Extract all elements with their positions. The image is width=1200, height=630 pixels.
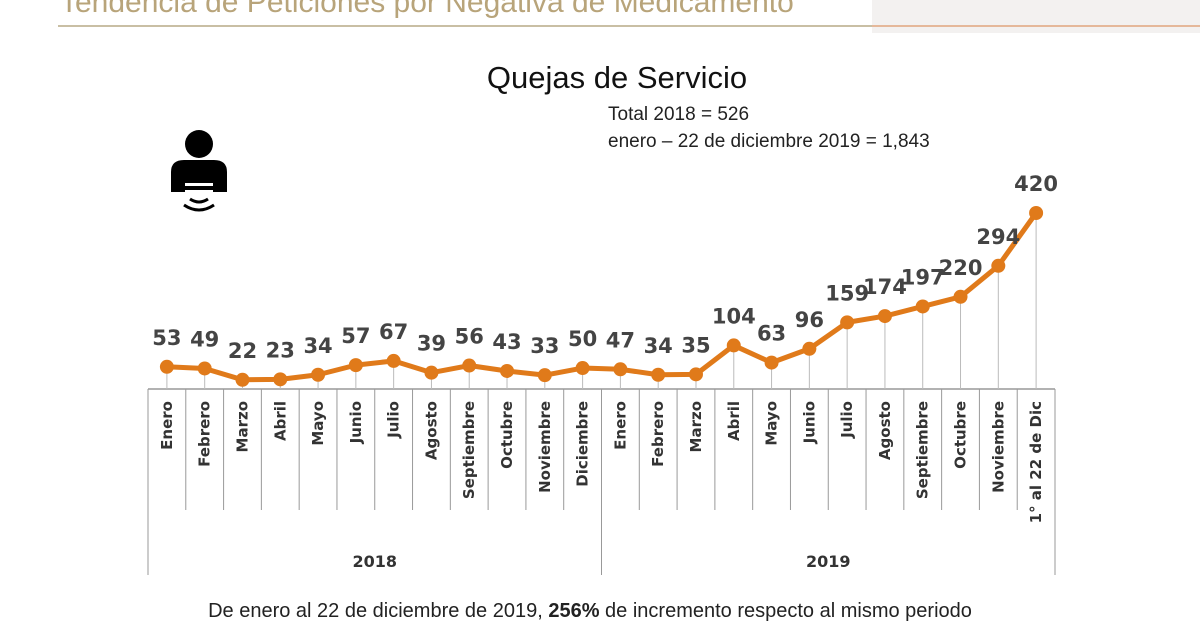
group-label: 2019 xyxy=(806,552,851,571)
data-point xyxy=(537,368,552,383)
data-point xyxy=(953,289,968,304)
total-2018-label: Total 2018 = xyxy=(608,104,718,125)
category-label: Febrero xyxy=(649,401,667,467)
total-2018: Total 2018 = 526 xyxy=(608,104,749,126)
data-label: 34 xyxy=(303,334,332,358)
data-label: 34 xyxy=(644,334,673,358)
data-label: 47 xyxy=(606,328,635,352)
page-header-title: Tendencia de Peticiones por Negativa de … xyxy=(60,0,794,19)
category-label: Julio xyxy=(385,401,403,439)
footnote-pre: De enero al 22 de diciembre de 2019, xyxy=(208,600,549,622)
chart-title: Quejas de Servicio xyxy=(486,60,748,95)
data-point xyxy=(802,341,817,356)
category-label: Noviembre xyxy=(536,401,554,493)
total-2019: enero – 22 de diciembre 2019 = 1,843 xyxy=(608,131,930,153)
data-label: 49 xyxy=(190,327,219,351)
category-label: Noviembre xyxy=(989,401,1007,493)
data-point xyxy=(462,358,477,373)
data-point xyxy=(726,338,741,353)
category-label: Abril xyxy=(271,401,289,441)
header-divider-accent xyxy=(872,25,1200,27)
category-label: Abril xyxy=(725,401,743,441)
data-label: 39 xyxy=(417,332,446,356)
category-label: Agosto xyxy=(876,401,894,460)
data-point xyxy=(1029,206,1044,220)
data-label: 56 xyxy=(455,325,484,349)
category-label: Junio xyxy=(800,401,818,444)
data-label: 104 xyxy=(712,304,756,328)
category-label: Octubre xyxy=(952,401,970,469)
data-point xyxy=(311,367,326,382)
data-point xyxy=(688,367,703,382)
category-label: Mayo xyxy=(763,401,781,446)
data-label: 420 xyxy=(1014,172,1058,196)
data-point xyxy=(575,361,590,376)
data-point xyxy=(273,372,288,387)
data-point xyxy=(651,367,666,382)
footnote-percentage: 256% xyxy=(548,600,600,622)
category-label: Enero xyxy=(158,401,176,450)
data-point xyxy=(197,361,212,376)
data-label: 67 xyxy=(379,320,408,344)
category-label: Octubre xyxy=(498,401,516,469)
data-point xyxy=(500,363,515,378)
data-point xyxy=(840,315,855,330)
category-label: Septiembre xyxy=(914,401,932,499)
total-2019-label: enero – 22 de diciembre 2019 = xyxy=(608,131,883,152)
data-label: 197 xyxy=(901,265,945,289)
category-label: 1° al 22 de Dic xyxy=(1027,401,1045,523)
footnote-post: de incremento respecto al mismo periodo xyxy=(599,600,972,622)
header-decoration xyxy=(872,0,1200,33)
data-point xyxy=(877,309,892,324)
data-label: 174 xyxy=(863,275,907,299)
total-2019-value: 1,843 xyxy=(882,131,930,152)
data-label: 63 xyxy=(757,322,786,346)
data-label: 35 xyxy=(681,333,710,357)
footnote: De enero al 22 de diciembre de 2019, 256… xyxy=(0,600,1180,623)
category-label: Mayo xyxy=(309,401,327,446)
data-label: 50 xyxy=(568,327,597,351)
person-complaint-icon xyxy=(171,130,227,212)
data-point xyxy=(159,359,174,374)
category-label: Septiembre xyxy=(460,401,478,499)
data-label: 33 xyxy=(530,334,559,358)
category-label: Marzo xyxy=(233,401,251,452)
header-divider xyxy=(58,25,1200,27)
category-label: Febrero xyxy=(196,401,214,467)
group-label: 2018 xyxy=(352,552,397,571)
data-label: 43 xyxy=(492,330,521,354)
data-point xyxy=(915,299,930,314)
data-point xyxy=(613,362,628,377)
data-label: 159 xyxy=(825,281,869,305)
data-label: 220 xyxy=(939,256,983,280)
category-label: Agosto xyxy=(422,401,440,460)
data-point xyxy=(348,358,363,373)
category-label: Junio xyxy=(347,401,365,444)
data-point xyxy=(235,372,250,387)
data-label: 53 xyxy=(152,326,181,350)
data-label: 57 xyxy=(341,324,370,348)
total-2018-value: 526 xyxy=(717,104,750,125)
data-point xyxy=(764,355,779,370)
data-label: 22 xyxy=(228,339,257,363)
data-point xyxy=(386,353,401,368)
category-label: Diciembre xyxy=(574,401,592,487)
data-label: 96 xyxy=(795,308,824,332)
data-point xyxy=(424,365,439,380)
category-label: Julio xyxy=(838,401,856,439)
data-label: 294 xyxy=(976,225,1020,249)
data-label: 23 xyxy=(266,338,295,362)
data-point xyxy=(991,258,1006,273)
category-label: Enero xyxy=(611,401,629,450)
category-label: Marzo xyxy=(687,401,705,452)
